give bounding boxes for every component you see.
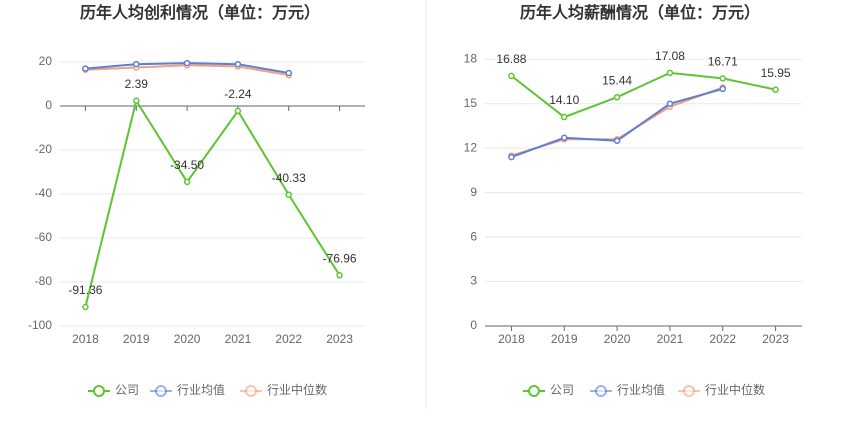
x-tick-label: 2021 [657, 332, 684, 346]
y-tick-label: -60 [35, 230, 53, 244]
y-tick-label: -100 [28, 318, 52, 332]
x-tick-label: 2020 [604, 332, 631, 346]
y-tick-label: 20 [39, 54, 53, 68]
x-tick-label: 2022 [709, 332, 736, 346]
data-point [133, 60, 140, 68]
series-line [84, 98, 341, 308]
x-tick-label: 2018 [72, 332, 99, 346]
data-point [719, 85, 726, 93]
x-tick-label: 2019 [123, 332, 150, 346]
y-tick-label: 0 [45, 98, 52, 112]
data-label: 15.95 [761, 66, 791, 80]
data-point [336, 272, 343, 279]
data-label: 16.71 [708, 55, 738, 69]
data-point [613, 137, 621, 145]
legend-label: 行业均值 [617, 382, 665, 397]
legend-marker [595, 385, 607, 397]
data-point [666, 100, 674, 107]
legend-label: 公司 [550, 383, 574, 397]
data-point [82, 65, 89, 72]
y-tick-label: 18 [464, 51, 478, 65]
data-label: -40.33 [272, 171, 306, 185]
data-point [719, 75, 726, 82]
y-tick-label: 0 [470, 318, 477, 332]
y-tick-label: 3 [470, 274, 477, 288]
data-point [183, 59, 191, 67]
data-point [508, 153, 515, 161]
legend-marker [683, 385, 695, 397]
x-tick-label: 2018 [498, 332, 525, 346]
data-label: 16.88 [496, 52, 526, 66]
x-tick-label: 2023 [326, 332, 353, 346]
x-tick-label: 2023 [762, 332, 789, 346]
legend-label: 行业均值 [177, 382, 225, 397]
data-label: -76.96 [323, 251, 357, 265]
x-tick-label: 2019 [551, 332, 578, 346]
legend-marker [528, 385, 540, 397]
chart-title: 历年人均创利情况（单位：万元） [80, 3, 320, 22]
legend-label: 行业中位数 [267, 382, 327, 397]
data-point [133, 97, 140, 104]
data-point [285, 69, 292, 77]
data-point [772, 86, 779, 93]
data-label: 17.08 [655, 49, 685, 63]
legend-label: 行业中位数 [705, 382, 765, 397]
y-tick-label: 15 [464, 96, 478, 110]
data-point [82, 303, 89, 311]
y-tick-label: -80 [35, 274, 53, 288]
x-tick-label: 2022 [275, 332, 302, 346]
y-tick-label: 9 [470, 185, 477, 199]
data-point [561, 113, 568, 121]
legend-label: 公司 [115, 383, 139, 397]
y-tick-label: -40 [35, 186, 53, 200]
data-point [285, 191, 292, 198]
y-tick-label: 12 [464, 140, 478, 154]
x-tick-label: 2020 [174, 332, 201, 346]
data-point [234, 60, 242, 68]
data-point [508, 72, 515, 80]
data-point [561, 134, 568, 142]
data-label: -34.50 [170, 158, 204, 172]
data-label: 14.10 [549, 93, 579, 107]
series-line [510, 71, 776, 119]
legend-marker [155, 385, 167, 397]
data-point [183, 178, 191, 186]
data-label: 2.39 [125, 77, 149, 91]
chart-title: 历年人均薪酬情况（单位：万元） [520, 3, 760, 22]
legend-marker [245, 385, 257, 397]
data-label: -2.24 [224, 87, 252, 101]
data-point [613, 93, 621, 101]
data-point [234, 107, 242, 115]
data-point [666, 69, 674, 77]
data-label: -91.36 [68, 283, 102, 297]
y-tick-label: 6 [470, 229, 477, 243]
y-tick-label: -20 [35, 142, 53, 156]
data-label: 15.44 [602, 73, 632, 87]
legend-marker [93, 385, 105, 397]
x-tick-label: 2021 [225, 332, 252, 346]
